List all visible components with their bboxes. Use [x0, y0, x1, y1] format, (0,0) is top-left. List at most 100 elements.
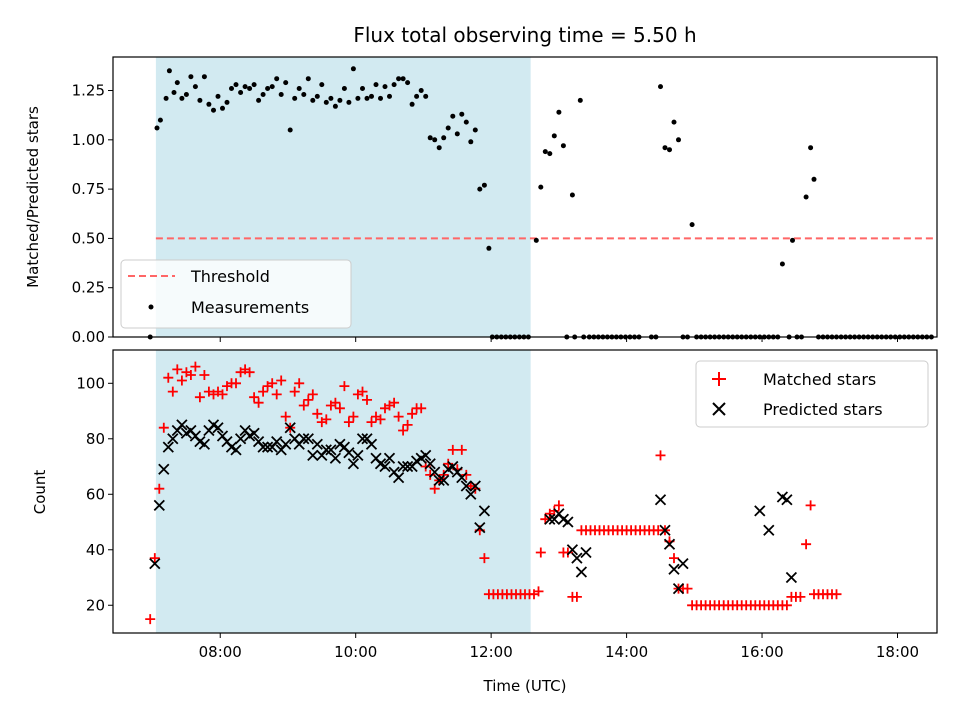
matched-star-point	[402, 419, 413, 430]
bottom-legend: Matched stars Predicted stars	[695, 360, 929, 428]
predicted-star-point	[257, 441, 269, 453]
measurement-point	[396, 76, 402, 82]
measurement-point	[201, 74, 207, 80]
measurement-point	[154, 125, 160, 131]
predicted-star-point	[352, 449, 364, 462]
matched-star-point	[795, 591, 806, 602]
matched-star-point	[533, 586, 544, 597]
matched-star-point	[461, 469, 472, 480]
matched-star-point	[535, 547, 546, 558]
predicted-legend-label: Predicted stars	[763, 400, 883, 419]
matched-star-point	[172, 364, 183, 375]
bottom-y-ticks: 20 40 60 80 100	[76, 374, 113, 614]
measurement-point	[577, 97, 583, 103]
x-axis-label: Time (UTC)	[483, 677, 567, 695]
bottom-x-ticks: 08:00 10:00 12:00 14:00 16:00 18:00	[199, 633, 919, 661]
matched-star-point	[398, 425, 409, 436]
measurement-point	[667, 147, 672, 153]
measurement-point	[477, 186, 483, 192]
top-y-axis-label: Matched/Predicted stars	[24, 106, 42, 288]
predicted-star-point	[424, 458, 436, 470]
measurement-point	[551, 133, 557, 139]
matched-legend-label: Matched stars	[763, 370, 876, 389]
matched-star-point	[330, 397, 341, 408]
predicted-star-point	[280, 438, 292, 450]
measurement-point	[192, 84, 198, 90]
measurement-point	[409, 101, 415, 107]
matched-star-point	[831, 589, 842, 600]
matched-star-point	[375, 414, 386, 425]
predicted-star-point	[392, 471, 405, 484]
predicted-star-point	[465, 488, 477, 500]
top-legend-box	[120, 259, 352, 329]
x-tick-label: 16:00	[740, 643, 783, 661]
measurement-point	[689, 222, 695, 228]
measurement-point	[166, 68, 172, 74]
measurement-point	[332, 103, 338, 109]
predicted-star-point	[785, 571, 798, 584]
top-x-ticks	[219, 337, 898, 342]
measurement-point	[472, 127, 478, 133]
predicted-star-point	[149, 557, 161, 570]
predicted-star-point	[754, 505, 766, 517]
predicted-star-point	[261, 441, 274, 453]
matched-star-point	[231, 378, 241, 389]
predicted-star-point	[198, 438, 211, 450]
predicted-star-point	[320, 444, 332, 456]
x-tick-label: 08:00	[199, 643, 242, 661]
measurement-point	[432, 137, 438, 143]
matched-star-point	[669, 553, 679, 564]
matched-star-point	[158, 422, 169, 433]
matched-star-point	[571, 591, 582, 602]
x-tick-label: 18:00	[876, 643, 919, 661]
matched-star-point	[456, 444, 467, 455]
matched-star-point	[479, 553, 490, 564]
measurement-point	[174, 80, 180, 86]
predicted-star-point	[329, 452, 342, 464]
measurement-point	[296, 86, 302, 91]
x-tick-label: 14:00	[605, 643, 648, 661]
predicted-star-point	[456, 471, 468, 484]
predicted-star-point	[460, 480, 472, 492]
predicted-star-point	[544, 513, 556, 525]
top-y-tick-label: 1.25	[72, 82, 105, 100]
measurements-legend-marker	[148, 304, 154, 310]
matched-star-point	[280, 411, 291, 422]
measurement-point	[560, 143, 566, 149]
measurement-point	[423, 93, 429, 99]
matched-star-point	[416, 403, 427, 414]
measurement-point	[481, 182, 487, 188]
measurement-point	[229, 86, 234, 91]
predicted-star-point	[478, 505, 491, 517]
measurement-point	[242, 84, 248, 90]
top-legend: Threshold Measurements	[120, 259, 352, 329]
measurements-legend-label: Measurements	[191, 298, 309, 317]
measurement-point	[179, 95, 185, 101]
predicted-star-point	[663, 538, 676, 550]
measurement-point	[265, 86, 271, 91]
measurement-point	[808, 145, 814, 151]
measurement-point	[269, 84, 275, 90]
predicted-star-point	[401, 460, 414, 473]
matched-star-point	[357, 386, 368, 397]
measurement-point	[328, 95, 334, 101]
measurement-point	[779, 261, 785, 267]
measurement-point	[341, 86, 347, 91]
top-y-tick-label: 0.25	[72, 279, 105, 297]
bottom-y-tick-label: 40	[86, 541, 105, 559]
measurement-point	[373, 82, 379, 88]
measurement-point	[400, 76, 406, 82]
bottom-panel-frame	[112, 349, 938, 634]
measurement-point	[346, 99, 352, 105]
measurement-point	[418, 88, 424, 93]
matched-star-point	[145, 614, 156, 625]
matched-star-point	[303, 394, 314, 405]
measurement-point	[171, 90, 177, 95]
predicted-star-point	[307, 449, 319, 462]
matched-star-point	[217, 389, 228, 400]
top-y-tick-label: 0.75	[72, 180, 105, 198]
measurement-point	[391, 82, 397, 88]
measurement-point	[676, 137, 681, 143]
predicted-star-point	[167, 433, 179, 445]
